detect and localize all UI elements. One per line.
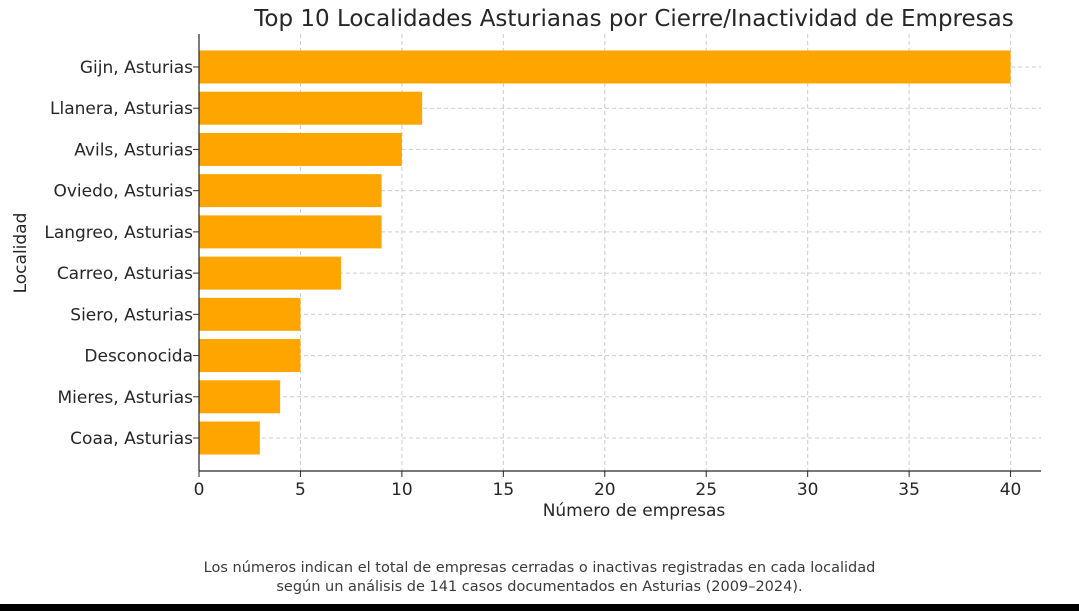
x-tick-label: 40	[1000, 480, 1022, 500]
bar	[199, 50, 1011, 84]
x-tick-label: 25	[695, 480, 717, 500]
x-tick-label: 10	[391, 480, 413, 500]
caption-line-1: Los números indican el total de empresas…	[203, 560, 876, 576]
x-tick-label: 0	[194, 480, 205, 500]
category-labels: Gijn, Asturias Llanera, Asturias Avils, As…	[44, 58, 193, 449]
bar	[199, 297, 301, 331]
bar	[199, 380, 281, 414]
x-tick-label: 30	[797, 480, 819, 500]
category-label: Avils, Asturias	[74, 140, 193, 160]
bar	[199, 91, 423, 125]
category-label: Mieres, Asturias	[57, 388, 193, 408]
x-axis-title: Número de empresas	[543, 501, 726, 521]
ticks: 0 5 10 15 20 25 30 35 40	[193, 66, 1022, 500]
category-label: Gijn, Asturias	[80, 58, 193, 78]
category-label: Langreo, Asturias	[44, 223, 193, 243]
bar	[199, 421, 260, 455]
bar	[199, 132, 402, 166]
category-label: Carreo, Asturias	[57, 264, 193, 284]
chart-title: Top 10 Localidades Asturianas por Cierre…	[253, 6, 1013, 32]
caption-line-2: según un análisis de 141 casos documenta…	[276, 579, 803, 595]
category-label: Oviedo, Asturias	[53, 182, 193, 202]
x-tick-label: 20	[594, 480, 616, 500]
bars	[199, 50, 1011, 455]
axes	[198, 34, 1041, 472]
bar	[199, 339, 301, 373]
category-label: Siero, Asturias	[70, 305, 193, 325]
bar	[199, 215, 382, 249]
category-label: Coaa, Asturias	[70, 429, 193, 449]
x-tick-label: 5	[295, 480, 306, 500]
bar-chart: 0 5 10 15 20 25 30 35 40 Gijn, Asturias Llanera, …	[11, 6, 1041, 521]
x-tick-label: 15	[493, 480, 515, 500]
bar	[199, 174, 382, 208]
category-label: Desconocida	[84, 347, 193, 367]
x-tick-label: 35	[898, 480, 920, 500]
bar	[199, 256, 342, 290]
category-label: Llanera, Asturias	[50, 99, 193, 119]
bottom-border	[0, 604, 1079, 611]
y-axis-title: Localidad	[11, 213, 31, 294]
